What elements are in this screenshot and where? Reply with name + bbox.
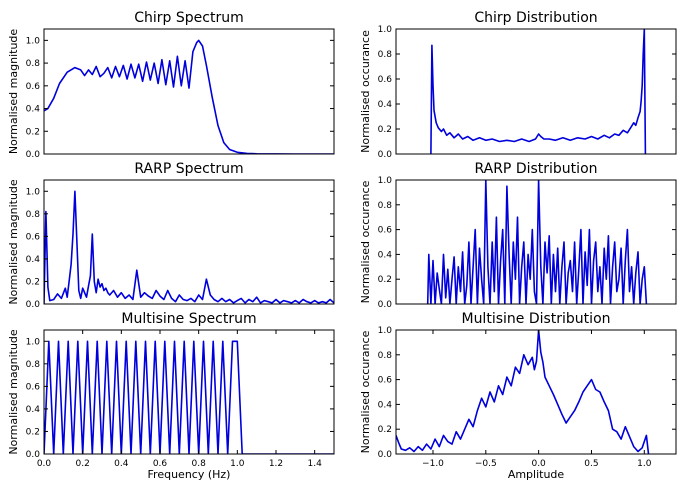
y-tick-label: 0.4: [26, 405, 41, 415]
y-tick-label: 0.6: [378, 376, 393, 386]
x-axis-label: Frequency (Hz): [148, 468, 231, 480]
x-tick-label: 1.2: [269, 459, 283, 469]
x-tick-label: 1.0: [230, 459, 245, 469]
x-tick-label: −1.0: [422, 459, 444, 469]
y-tick-label: 0.0: [26, 450, 41, 460]
chart-title: RARP Distribution: [474, 161, 597, 177]
y-axis-label: Normalised magnitude: [7, 29, 20, 155]
chart-chirp-distribution: Chirp Distribution Normalised occurance 0.…: [359, 10, 677, 160]
data-series-line: [430, 29, 647, 154]
y-tick-label: 0.2: [378, 425, 392, 435]
data-series-line: [426, 180, 648, 304]
chart-title: Multisine Distribution: [461, 311, 610, 327]
data-series-line: [396, 330, 650, 454]
y-tick-label: 0.0: [378, 300, 393, 310]
y-axis-label: Normalised occurance: [359, 30, 372, 153]
y-tick-label: 0.0: [378, 450, 393, 460]
y-tick-label: 0.4: [378, 250, 393, 260]
y-tick-label: 0.2: [378, 275, 392, 285]
plot-frame: [395, 28, 677, 155]
x-tick-label: −0.5: [475, 459, 497, 469]
plot-frame: [395, 179, 677, 305]
chart-chirp-spectrum: Chirp Spectrum Normalised magnitude 0.0 0.2…: [7, 10, 335, 160]
y-tick-label: 0.8: [26, 210, 41, 220]
x-tick-label: 0.4: [114, 459, 129, 469]
y-tick-label: 1.0: [26, 187, 41, 197]
chart-title: Chirp Spectrum: [134, 10, 243, 26]
x-tick-label: 0.8: [192, 459, 207, 469]
y-tick-label: 0.2: [378, 125, 392, 135]
y-tick-label: 0.4: [378, 100, 393, 110]
x-tick-label: 0.0: [531, 459, 546, 469]
chart-rarp-spectrum: RARP Spectrum Normalised magnitude 0.0 0.2 0…: [7, 161, 335, 310]
y-tick-label: 0.2: [26, 277, 40, 287]
y-tick-label: 1.0: [26, 337, 41, 347]
y-axis-label: Normalised magnitude: [7, 179, 20, 305]
x-tick-label: 0.2: [76, 459, 90, 469]
x-tick-label: 0.0: [37, 459, 52, 469]
chart-rarp-distribution: RARP Distribution Normalised occurance 0.0…: [359, 161, 677, 310]
y-axis-label: Normalised occurance: [359, 180, 372, 303]
y-tick-label: 0.6: [378, 75, 393, 85]
y-tick-label: 0.8: [378, 50, 393, 60]
data-series-line: [44, 190, 334, 304]
y-tick-label: 1.0: [378, 176, 393, 186]
y-axis-label: Normalised occurance: [359, 330, 372, 453]
y-tick-label: 0.4: [26, 105, 41, 115]
y-tick-label: 0.8: [378, 201, 393, 211]
chart-multisine-distribution: Multisine Distribution Normalised occuran…: [359, 311, 677, 480]
plot-frame: [43, 329, 335, 455]
chart-multisine-spectrum: Multisine Spectrum Normalised magnitude Fr…: [7, 311, 335, 480]
y-tick-label: 0.2: [26, 127, 40, 137]
x-tick-label: 0.6: [153, 459, 168, 469]
plot-frame: [43, 28, 335, 155]
y-tick-label: 0.4: [26, 255, 41, 265]
y-tick-label: 0.6: [26, 382, 41, 392]
y-tick-label: 0.2: [26, 427, 40, 437]
y-tick-label: 0.0: [26, 300, 41, 310]
y-tick-label: 1.0: [378, 326, 393, 336]
chart-title: Chirp Distribution: [474, 10, 597, 26]
x-tick-label: 0.5: [584, 459, 598, 469]
y-tick-label: 0.4: [378, 400, 393, 410]
y-tick-label: 0.6: [378, 226, 393, 236]
y-tick-label: 0.0: [26, 150, 41, 160]
y-tick-label: 0.8: [378, 351, 393, 361]
y-tick-label: 0.8: [26, 360, 41, 370]
y-tick-label: 0.0: [378, 150, 393, 160]
y-tick-label: 0.6: [26, 82, 41, 92]
y-tick-label: 1.0: [26, 36, 41, 46]
y-tick-label: 0.6: [26, 232, 41, 242]
data-series-line: [44, 340, 334, 454]
y-axis-label: Normalised magnitude: [7, 329, 20, 455]
plot-frame: [43, 179, 335, 305]
x-tick-label: 1.0: [637, 459, 652, 469]
data-series-line: [44, 39, 334, 154]
x-axis-label: Amplitude: [508, 468, 565, 480]
chart-title: RARP Spectrum: [134, 161, 243, 177]
plot-frame: [395, 329, 677, 455]
chart-title: Multisine Spectrum: [121, 311, 256, 327]
x-tick-label: 1.4: [308, 459, 323, 469]
y-tick-label: 1.0: [378, 25, 393, 35]
y-tick-label: 0.8: [26, 59, 41, 69]
